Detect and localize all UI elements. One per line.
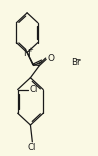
Text: Cl: Cl [28, 143, 36, 152]
Text: Cl: Cl [30, 85, 38, 94]
Text: O: O [47, 54, 54, 63]
Text: Br: Br [71, 58, 80, 67]
Text: −: − [74, 55, 80, 64]
Text: +: + [27, 47, 33, 53]
Text: N: N [23, 49, 29, 58]
